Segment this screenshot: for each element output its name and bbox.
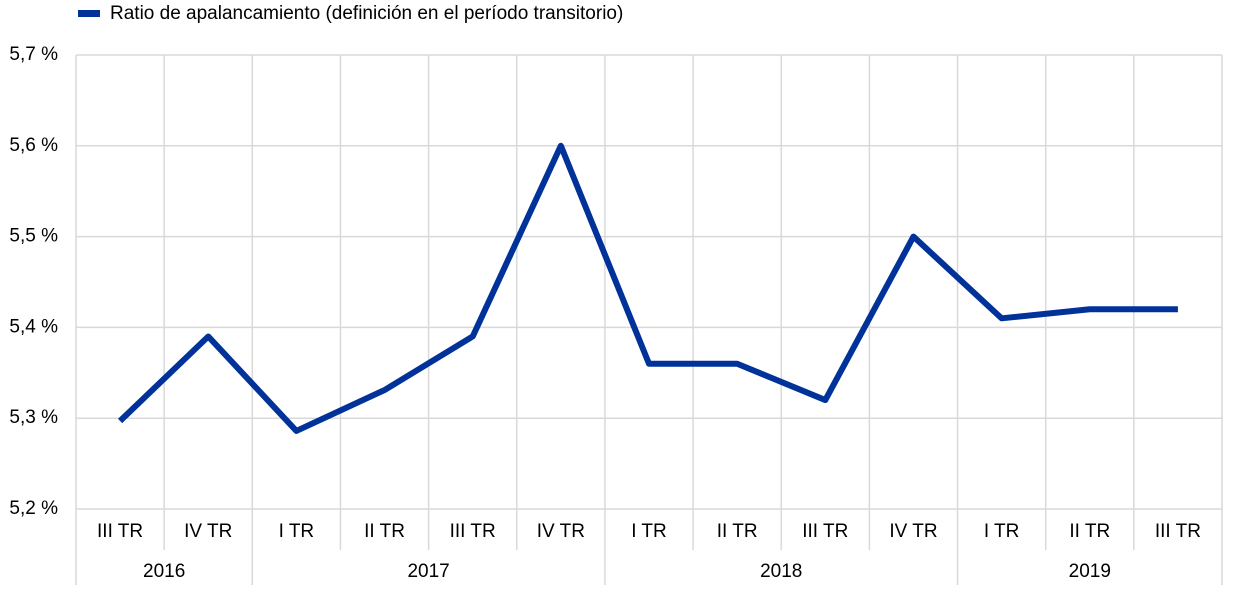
y-tick-label: 5,3 % [9, 407, 58, 428]
x-tick-label: IV TR [184, 521, 232, 542]
year-label: 2019 [1069, 561, 1111, 582]
legend-label: Ratio de apalancamiento (definición en e… [110, 3, 623, 24]
x-tick-label: III TR [802, 521, 848, 542]
x-tick-label: IV TR [537, 521, 585, 542]
x-tick-label: III TR [1155, 521, 1201, 542]
legend-swatch [78, 10, 100, 17]
x-tick-label: I TR [631, 521, 667, 542]
x-tick-label: I TR [984, 521, 1020, 542]
y-tick-label: 5,4 % [9, 316, 58, 337]
x-tick-label: II TR [1069, 521, 1110, 542]
year-label: 2018 [760, 561, 802, 582]
y-tick-label: 5,5 % [9, 226, 58, 247]
x-tick-label: III TR [97, 521, 143, 542]
year-label: 2017 [407, 561, 449, 582]
y-tick-label: 5,6 % [9, 135, 58, 156]
year-label: 2016 [143, 561, 185, 582]
y-tick-label: 5,7 % [9, 44, 58, 65]
y-tick-label: 5,2 % [9, 498, 58, 519]
x-tick-label: III TR [450, 521, 496, 542]
x-tick-label: II TR [364, 521, 405, 542]
x-tick-label: II TR [717, 521, 758, 542]
x-tick-label: I TR [279, 521, 315, 542]
x-tick-label: IV TR [889, 521, 937, 542]
data-line [118, 142, 1178, 434]
